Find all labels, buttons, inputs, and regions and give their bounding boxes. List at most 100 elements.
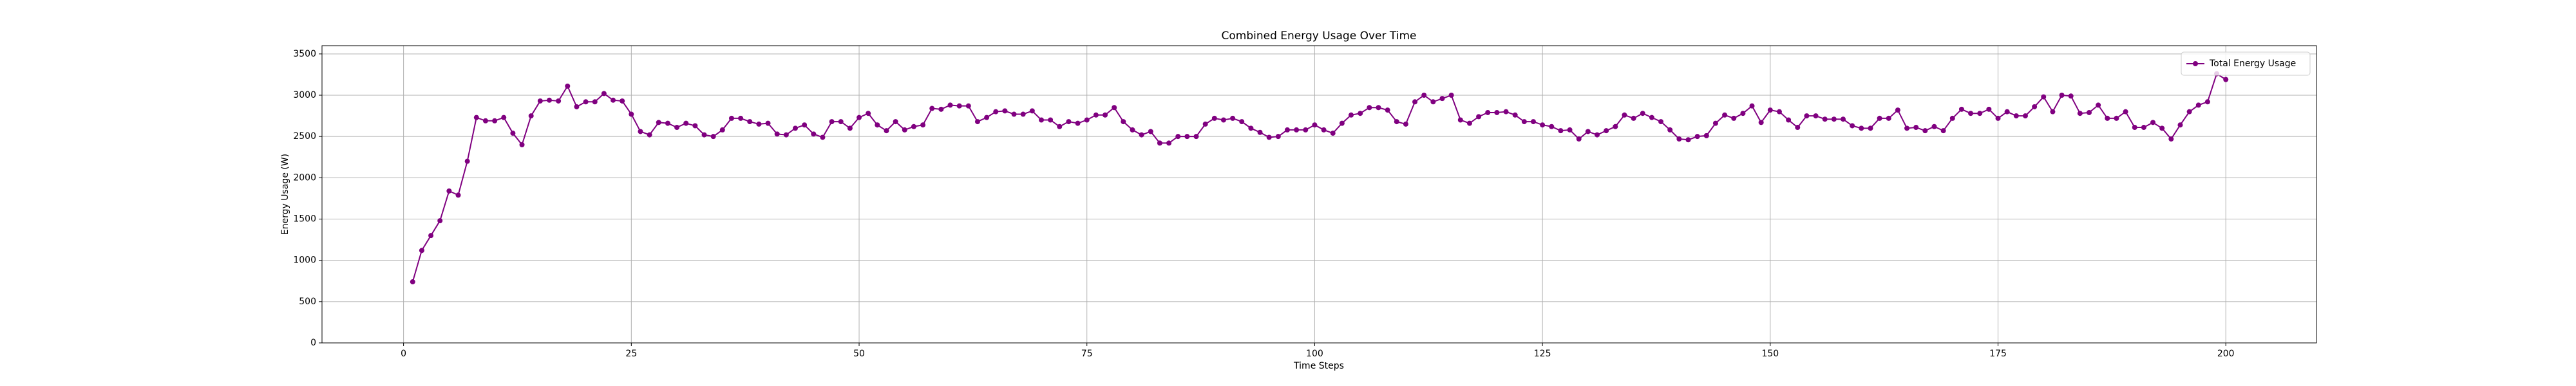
data-point xyxy=(665,120,670,126)
data-point xyxy=(2195,102,2201,108)
data-point xyxy=(546,97,552,103)
data-point xyxy=(2050,109,2056,115)
data-point xyxy=(2032,104,2038,109)
data-point xyxy=(1685,137,1691,143)
x-tick-label: 75 xyxy=(1081,349,1093,359)
data-point xyxy=(1877,115,1882,121)
data-point xyxy=(1694,134,1700,140)
data-point xyxy=(866,111,871,116)
data-point xyxy=(2059,93,2065,98)
data-point xyxy=(1075,120,1081,126)
data-point xyxy=(1385,107,1390,113)
data-point xyxy=(2204,99,2210,105)
data-point xyxy=(1220,117,1226,123)
data-point xyxy=(1321,127,1327,133)
data-point xyxy=(1002,108,1008,114)
data-point xyxy=(929,106,935,111)
data-point xyxy=(1667,127,1673,133)
legend-label: Total Energy Usage xyxy=(2209,59,2296,69)
y-tick-label: 3000 xyxy=(293,90,316,100)
data-point xyxy=(1913,125,1919,131)
data-point xyxy=(2223,77,2229,82)
data-point xyxy=(1457,117,1463,123)
x-tick-label: 200 xyxy=(2217,349,2235,359)
data-point xyxy=(1485,109,1491,115)
data-point xyxy=(1376,105,1381,111)
data-point xyxy=(1949,115,1955,121)
data-point xyxy=(911,124,916,129)
data-point xyxy=(1622,112,1627,118)
data-point xyxy=(938,106,944,112)
data-point xyxy=(1722,112,1728,118)
data-point xyxy=(1103,112,1108,118)
data-point xyxy=(1585,129,1591,134)
data-point xyxy=(2077,111,2083,116)
data-point xyxy=(1776,109,1782,115)
data-point xyxy=(811,131,817,137)
data-point xyxy=(1576,136,1582,142)
data-point xyxy=(1403,121,1408,127)
data-point xyxy=(1367,105,1372,111)
data-point xyxy=(774,131,780,137)
data-point xyxy=(1850,123,1855,129)
data-point xyxy=(1940,128,1946,134)
data-point xyxy=(2141,125,2146,131)
data-point xyxy=(1767,107,1773,113)
data-point xyxy=(1011,111,1017,117)
data-point xyxy=(956,103,962,109)
data-point xyxy=(1549,124,1555,129)
data-point xyxy=(838,119,844,125)
x-tick-label: 100 xyxy=(1306,349,1323,359)
data-point xyxy=(1958,106,1964,112)
data-point xyxy=(792,125,798,131)
data-point xyxy=(802,122,808,128)
data-point xyxy=(1530,119,1536,125)
data-point xyxy=(1868,125,1873,131)
data-point xyxy=(1512,112,1518,118)
data-point xyxy=(947,102,953,108)
data-point xyxy=(756,121,762,127)
data-point xyxy=(1712,120,1718,126)
data-point xyxy=(683,120,689,126)
data-point xyxy=(1749,103,1755,109)
data-point xyxy=(1284,127,1290,133)
data-point xyxy=(528,113,534,119)
data-point xyxy=(1112,105,1117,111)
data-point xyxy=(2004,109,2010,115)
data-point xyxy=(638,129,643,134)
data-point xyxy=(847,125,853,131)
data-point xyxy=(1822,116,1828,122)
x-tick-label: 150 xyxy=(1761,349,1779,359)
data-point xyxy=(857,115,862,120)
data-point xyxy=(1466,120,1472,126)
data-point xyxy=(583,99,589,105)
data-point xyxy=(701,132,707,138)
data-point xyxy=(1358,111,1363,116)
x-tick-label: 175 xyxy=(1989,349,2007,359)
data-point xyxy=(674,125,680,131)
data-point xyxy=(2105,115,2110,121)
data-point xyxy=(1130,127,1135,133)
data-point xyxy=(1604,128,1609,134)
data-point xyxy=(993,109,999,115)
data-point xyxy=(2132,125,2137,131)
data-point xyxy=(1084,117,1090,123)
data-point xyxy=(519,142,525,147)
data-point xyxy=(1148,129,1153,134)
data-point xyxy=(1703,133,1709,138)
data-point xyxy=(1230,115,1236,121)
data-point xyxy=(1904,125,1910,131)
data-point xyxy=(902,127,907,133)
x-tick-label: 25 xyxy=(625,349,637,359)
data-point xyxy=(1211,115,1217,121)
y-tick-label: 2000 xyxy=(293,172,316,183)
data-point xyxy=(464,158,470,164)
data-point xyxy=(1202,121,1208,127)
data-point xyxy=(2123,109,2128,115)
data-point xyxy=(1175,134,1181,140)
legend-marker xyxy=(2193,61,2198,66)
data-point xyxy=(1503,109,1509,115)
data-point xyxy=(738,115,744,121)
